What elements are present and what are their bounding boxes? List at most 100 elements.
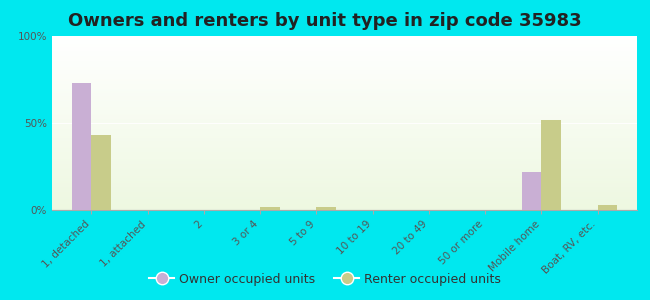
Bar [52,196,637,198]
Bar [541,119,561,210]
Bar [52,64,637,66]
Bar [52,206,637,208]
Bar [52,52,637,53]
Bar [52,43,637,45]
Bar [52,161,637,163]
Bar [52,38,637,40]
Bar [52,165,637,167]
Bar [52,127,637,128]
Bar [52,53,637,55]
Bar [52,130,637,132]
Bar [52,99,637,100]
Bar [52,147,637,149]
Bar [52,46,637,48]
Bar [52,116,637,118]
Bar [52,205,637,206]
Bar [52,48,637,50]
Bar [597,205,618,210]
Bar [52,134,637,135]
Bar [52,58,637,60]
Bar [52,135,637,137]
Bar [52,71,637,73]
Bar [52,182,637,184]
Bar [52,66,637,67]
Bar [52,125,637,127]
Bar [52,85,637,86]
Bar [52,198,637,200]
Bar [52,50,637,52]
Bar [52,194,637,196]
Bar [52,184,637,186]
Bar [52,173,637,175]
Bar [52,180,637,182]
Bar [52,188,637,189]
Bar [52,114,637,116]
Legend: Owner occupied units, Renter occupied units: Owner occupied units, Renter occupied un… [144,268,506,291]
Bar [52,154,637,156]
Bar [52,128,637,130]
Bar [52,200,637,201]
Bar [52,41,637,43]
Bar [52,121,637,123]
Bar [52,100,637,102]
Bar [52,151,637,153]
Bar [52,132,637,134]
Bar [52,112,637,114]
Bar [52,55,637,57]
Bar [52,144,637,146]
Bar [52,168,637,170]
Bar [52,153,637,154]
Bar [52,109,637,111]
Bar [52,167,637,168]
Bar [52,40,637,41]
Bar [52,146,637,147]
Bar [52,160,637,161]
Bar [52,95,637,97]
Bar [52,118,637,119]
Bar [52,111,637,112]
Bar [52,193,637,194]
Bar [52,170,637,172]
Bar [52,36,637,38]
Bar [72,83,92,210]
Bar [52,172,637,173]
Bar [52,104,637,106]
Bar [52,177,637,179]
Bar [52,73,637,74]
Bar [52,102,637,104]
Bar [52,83,637,85]
Bar [52,201,637,203]
Bar [52,88,637,90]
Bar [52,179,637,180]
Bar [52,149,637,151]
Bar [52,106,637,107]
Bar [52,142,637,144]
Bar [52,92,637,93]
Text: Owners and renters by unit type in zip code 35983: Owners and renters by unit type in zip c… [68,12,582,30]
Bar [52,208,637,210]
Bar [52,156,637,158]
Bar [52,60,637,62]
Bar [52,97,637,99]
Bar [52,175,637,177]
Bar [52,62,637,64]
Bar [52,203,637,205]
Bar [52,191,637,193]
Bar [52,119,637,121]
Bar [52,158,637,160]
Bar [260,206,280,210]
Bar [52,45,637,46]
Bar [52,67,637,69]
Bar [52,140,637,142]
Bar [52,107,637,109]
Bar [52,57,637,58]
Bar [52,93,637,95]
Bar [317,206,336,210]
Bar [52,81,637,83]
Bar [52,90,637,92]
Bar [52,69,637,71]
Bar [52,86,637,88]
Bar [52,189,637,191]
Bar [52,139,637,140]
Bar [52,78,637,80]
